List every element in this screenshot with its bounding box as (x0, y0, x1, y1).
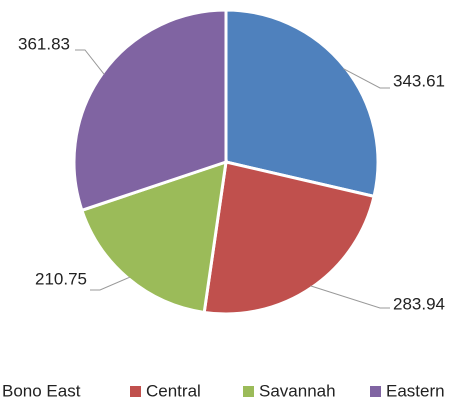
leader-line (343, 68, 390, 89)
pie-slice (224, 8, 380, 199)
data-label: 283.94 (393, 294, 445, 313)
legend-marker (243, 386, 254, 397)
leader-line (310, 285, 390, 309)
data-label: 343.61 (393, 71, 445, 90)
legend-label: Savannah (259, 381, 336, 400)
data-label: 210.75 (35, 269, 87, 288)
pie-slice (202, 160, 376, 316)
legend-marker (370, 386, 381, 397)
legend-label: Central (146, 381, 201, 400)
leader-line (75, 49, 105, 75)
leader-line (90, 276, 131, 291)
pie-slice (72, 8, 228, 213)
legend-label: Bono East (2, 381, 81, 400)
legend-marker (130, 386, 141, 397)
legend-label: Eastern (386, 381, 445, 400)
data-label: 361.83 (18, 34, 70, 53)
